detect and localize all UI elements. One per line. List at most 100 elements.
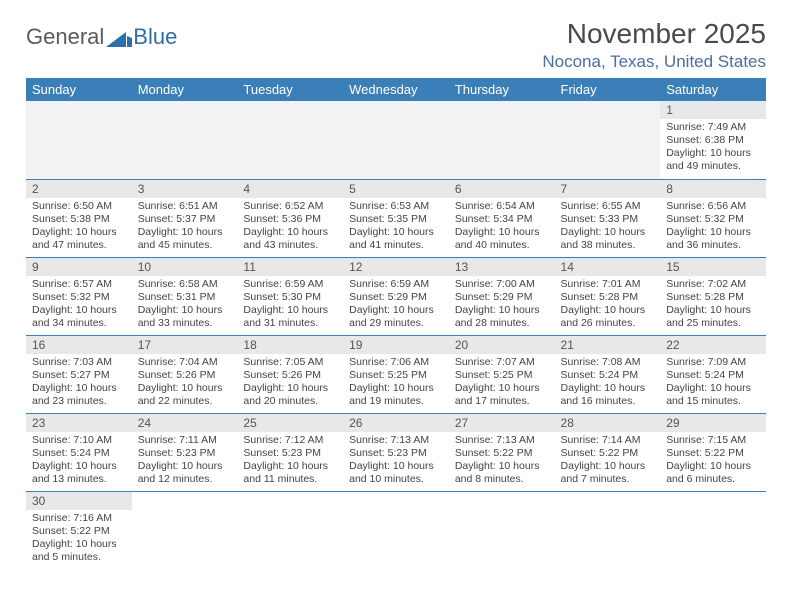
day-details: Sunrise: 7:12 AMSunset: 5:23 PMDaylight:… [237, 432, 343, 491]
day-number: 8 [660, 180, 766, 198]
day-details: Sunrise: 6:58 AMSunset: 5:31 PMDaylight:… [132, 276, 238, 335]
calendar-cell: 27Sunrise: 7:13 AMSunset: 5:22 PMDayligh… [449, 413, 555, 491]
calendar-cell: 29Sunrise: 7:15 AMSunset: 5:22 PMDayligh… [660, 413, 766, 491]
weekday-header: Tuesday [237, 78, 343, 101]
logo: General Blue [26, 24, 177, 50]
page-title: November 2025 [542, 18, 766, 50]
calendar-cell: 17Sunrise: 7:04 AMSunset: 5:26 PMDayligh… [132, 335, 238, 413]
calendar-cell: 4Sunrise: 6:52 AMSunset: 5:36 PMDaylight… [237, 179, 343, 257]
calendar-cell: 24Sunrise: 7:11 AMSunset: 5:23 PMDayligh… [132, 413, 238, 491]
weekday-header: Thursday [449, 78, 555, 101]
calendar-cell: 11Sunrise: 6:59 AMSunset: 5:30 PMDayligh… [237, 257, 343, 335]
calendar-cell: 23Sunrise: 7:10 AMSunset: 5:24 PMDayligh… [26, 413, 132, 491]
day-details: Sunrise: 7:14 AMSunset: 5:22 PMDaylight:… [555, 432, 661, 491]
day-number: 22 [660, 336, 766, 354]
day-details: Sunrise: 7:06 AMSunset: 5:25 PMDaylight:… [343, 354, 449, 413]
calendar-cell: 20Sunrise: 7:07 AMSunset: 5:25 PMDayligh… [449, 335, 555, 413]
day-details: Sunrise: 7:00 AMSunset: 5:29 PMDaylight:… [449, 276, 555, 335]
calendar-cell: 28Sunrise: 7:14 AMSunset: 5:22 PMDayligh… [555, 413, 661, 491]
day-details: Sunrise: 7:13 AMSunset: 5:22 PMDaylight:… [449, 432, 555, 491]
calendar-cell: 19Sunrise: 7:06 AMSunset: 5:25 PMDayligh… [343, 335, 449, 413]
day-details: Sunrise: 7:03 AMSunset: 5:27 PMDaylight:… [26, 354, 132, 413]
day-number: 7 [555, 180, 661, 198]
day-details: Sunrise: 6:59 AMSunset: 5:30 PMDaylight:… [237, 276, 343, 335]
weekday-header: Saturday [660, 78, 766, 101]
day-details: Sunrise: 7:49 AMSunset: 6:38 PMDaylight:… [660, 119, 766, 178]
weekday-header: Friday [555, 78, 661, 101]
day-number: 1 [660, 101, 766, 119]
calendar-cell [343, 101, 449, 179]
day-details: Sunrise: 6:52 AMSunset: 5:36 PMDaylight:… [237, 198, 343, 257]
day-details: Sunrise: 7:15 AMSunset: 5:22 PMDaylight:… [660, 432, 766, 491]
day-details: Sunrise: 6:53 AMSunset: 5:35 PMDaylight:… [343, 198, 449, 257]
day-number: 4 [237, 180, 343, 198]
calendar-cell: 14Sunrise: 7:01 AMSunset: 5:28 PMDayligh… [555, 257, 661, 335]
calendar-cell [449, 491, 555, 569]
calendar-cell [555, 101, 661, 179]
calendar-cell [132, 491, 238, 569]
day-number: 30 [26, 492, 132, 510]
day-details: Sunrise: 7:01 AMSunset: 5:28 PMDaylight:… [555, 276, 661, 335]
calendar-cell: 26Sunrise: 7:13 AMSunset: 5:23 PMDayligh… [343, 413, 449, 491]
calendar-cell [132, 101, 238, 179]
day-number: 9 [26, 258, 132, 276]
day-details: Sunrise: 7:02 AMSunset: 5:28 PMDaylight:… [660, 276, 766, 335]
day-number: 21 [555, 336, 661, 354]
calendar-cell: 30Sunrise: 7:16 AMSunset: 5:22 PMDayligh… [26, 491, 132, 569]
day-number: 18 [237, 336, 343, 354]
day-number: 13 [449, 258, 555, 276]
day-details: Sunrise: 6:57 AMSunset: 5:32 PMDaylight:… [26, 276, 132, 335]
day-details: Sunrise: 7:07 AMSunset: 5:25 PMDaylight:… [449, 354, 555, 413]
logo-text-blue: Blue [133, 24, 177, 50]
logo-text-general: General [26, 24, 104, 50]
calendar-cell [26, 101, 132, 179]
calendar-cell [237, 491, 343, 569]
day-number: 15 [660, 258, 766, 276]
calendar-cell: 2Sunrise: 6:50 AMSunset: 5:38 PMDaylight… [26, 179, 132, 257]
day-number: 27 [449, 414, 555, 432]
location-text: Nocona, Texas, United States [542, 52, 766, 72]
day-details: Sunrise: 7:10 AMSunset: 5:24 PMDaylight:… [26, 432, 132, 491]
calendar-cell [555, 491, 661, 569]
calendar-cell [449, 101, 555, 179]
calendar-cell [660, 491, 766, 569]
logo-sail-icon [106, 28, 132, 46]
calendar-cell [343, 491, 449, 569]
calendar-cell: 22Sunrise: 7:09 AMSunset: 5:24 PMDayligh… [660, 335, 766, 413]
calendar-cell: 16Sunrise: 7:03 AMSunset: 5:27 PMDayligh… [26, 335, 132, 413]
day-details: Sunrise: 7:08 AMSunset: 5:24 PMDaylight:… [555, 354, 661, 413]
calendar-cell: 3Sunrise: 6:51 AMSunset: 5:37 PMDaylight… [132, 179, 238, 257]
weekday-header: Sunday [26, 78, 132, 101]
day-details: Sunrise: 6:59 AMSunset: 5:29 PMDaylight:… [343, 276, 449, 335]
calendar-cell: 15Sunrise: 7:02 AMSunset: 5:28 PMDayligh… [660, 257, 766, 335]
day-number: 29 [660, 414, 766, 432]
header: General Blue November 2025 Nocona, Texas… [26, 18, 766, 72]
day-number: 5 [343, 180, 449, 198]
calendar-cell: 21Sunrise: 7:08 AMSunset: 5:24 PMDayligh… [555, 335, 661, 413]
title-block: November 2025 Nocona, Texas, United Stat… [542, 18, 766, 72]
day-details: Sunrise: 7:04 AMSunset: 5:26 PMDaylight:… [132, 354, 238, 413]
day-number: 10 [132, 258, 238, 276]
day-number: 26 [343, 414, 449, 432]
calendar-cell: 18Sunrise: 7:05 AMSunset: 5:26 PMDayligh… [237, 335, 343, 413]
calendar-cell: 12Sunrise: 6:59 AMSunset: 5:29 PMDayligh… [343, 257, 449, 335]
day-number: 25 [237, 414, 343, 432]
day-number: 23 [26, 414, 132, 432]
day-number: 20 [449, 336, 555, 354]
day-details: Sunrise: 7:09 AMSunset: 5:24 PMDaylight:… [660, 354, 766, 413]
day-details: Sunrise: 6:51 AMSunset: 5:37 PMDaylight:… [132, 198, 238, 257]
day-number: 12 [343, 258, 449, 276]
calendar-table: SundayMondayTuesdayWednesdayThursdayFrid… [26, 78, 766, 569]
calendar-cell: 10Sunrise: 6:58 AMSunset: 5:31 PMDayligh… [132, 257, 238, 335]
calendar-cell: 8Sunrise: 6:56 AMSunset: 5:32 PMDaylight… [660, 179, 766, 257]
calendar-cell: 25Sunrise: 7:12 AMSunset: 5:23 PMDayligh… [237, 413, 343, 491]
day-details: Sunrise: 6:54 AMSunset: 5:34 PMDaylight:… [449, 198, 555, 257]
calendar-cell: 7Sunrise: 6:55 AMSunset: 5:33 PMDaylight… [555, 179, 661, 257]
day-details: Sunrise: 7:11 AMSunset: 5:23 PMDaylight:… [132, 432, 238, 491]
day-number: 6 [449, 180, 555, 198]
day-number: 24 [132, 414, 238, 432]
calendar-cell: 13Sunrise: 7:00 AMSunset: 5:29 PMDayligh… [449, 257, 555, 335]
day-details: Sunrise: 7:16 AMSunset: 5:22 PMDaylight:… [26, 510, 132, 569]
calendar-cell [237, 101, 343, 179]
weekday-header: Wednesday [343, 78, 449, 101]
